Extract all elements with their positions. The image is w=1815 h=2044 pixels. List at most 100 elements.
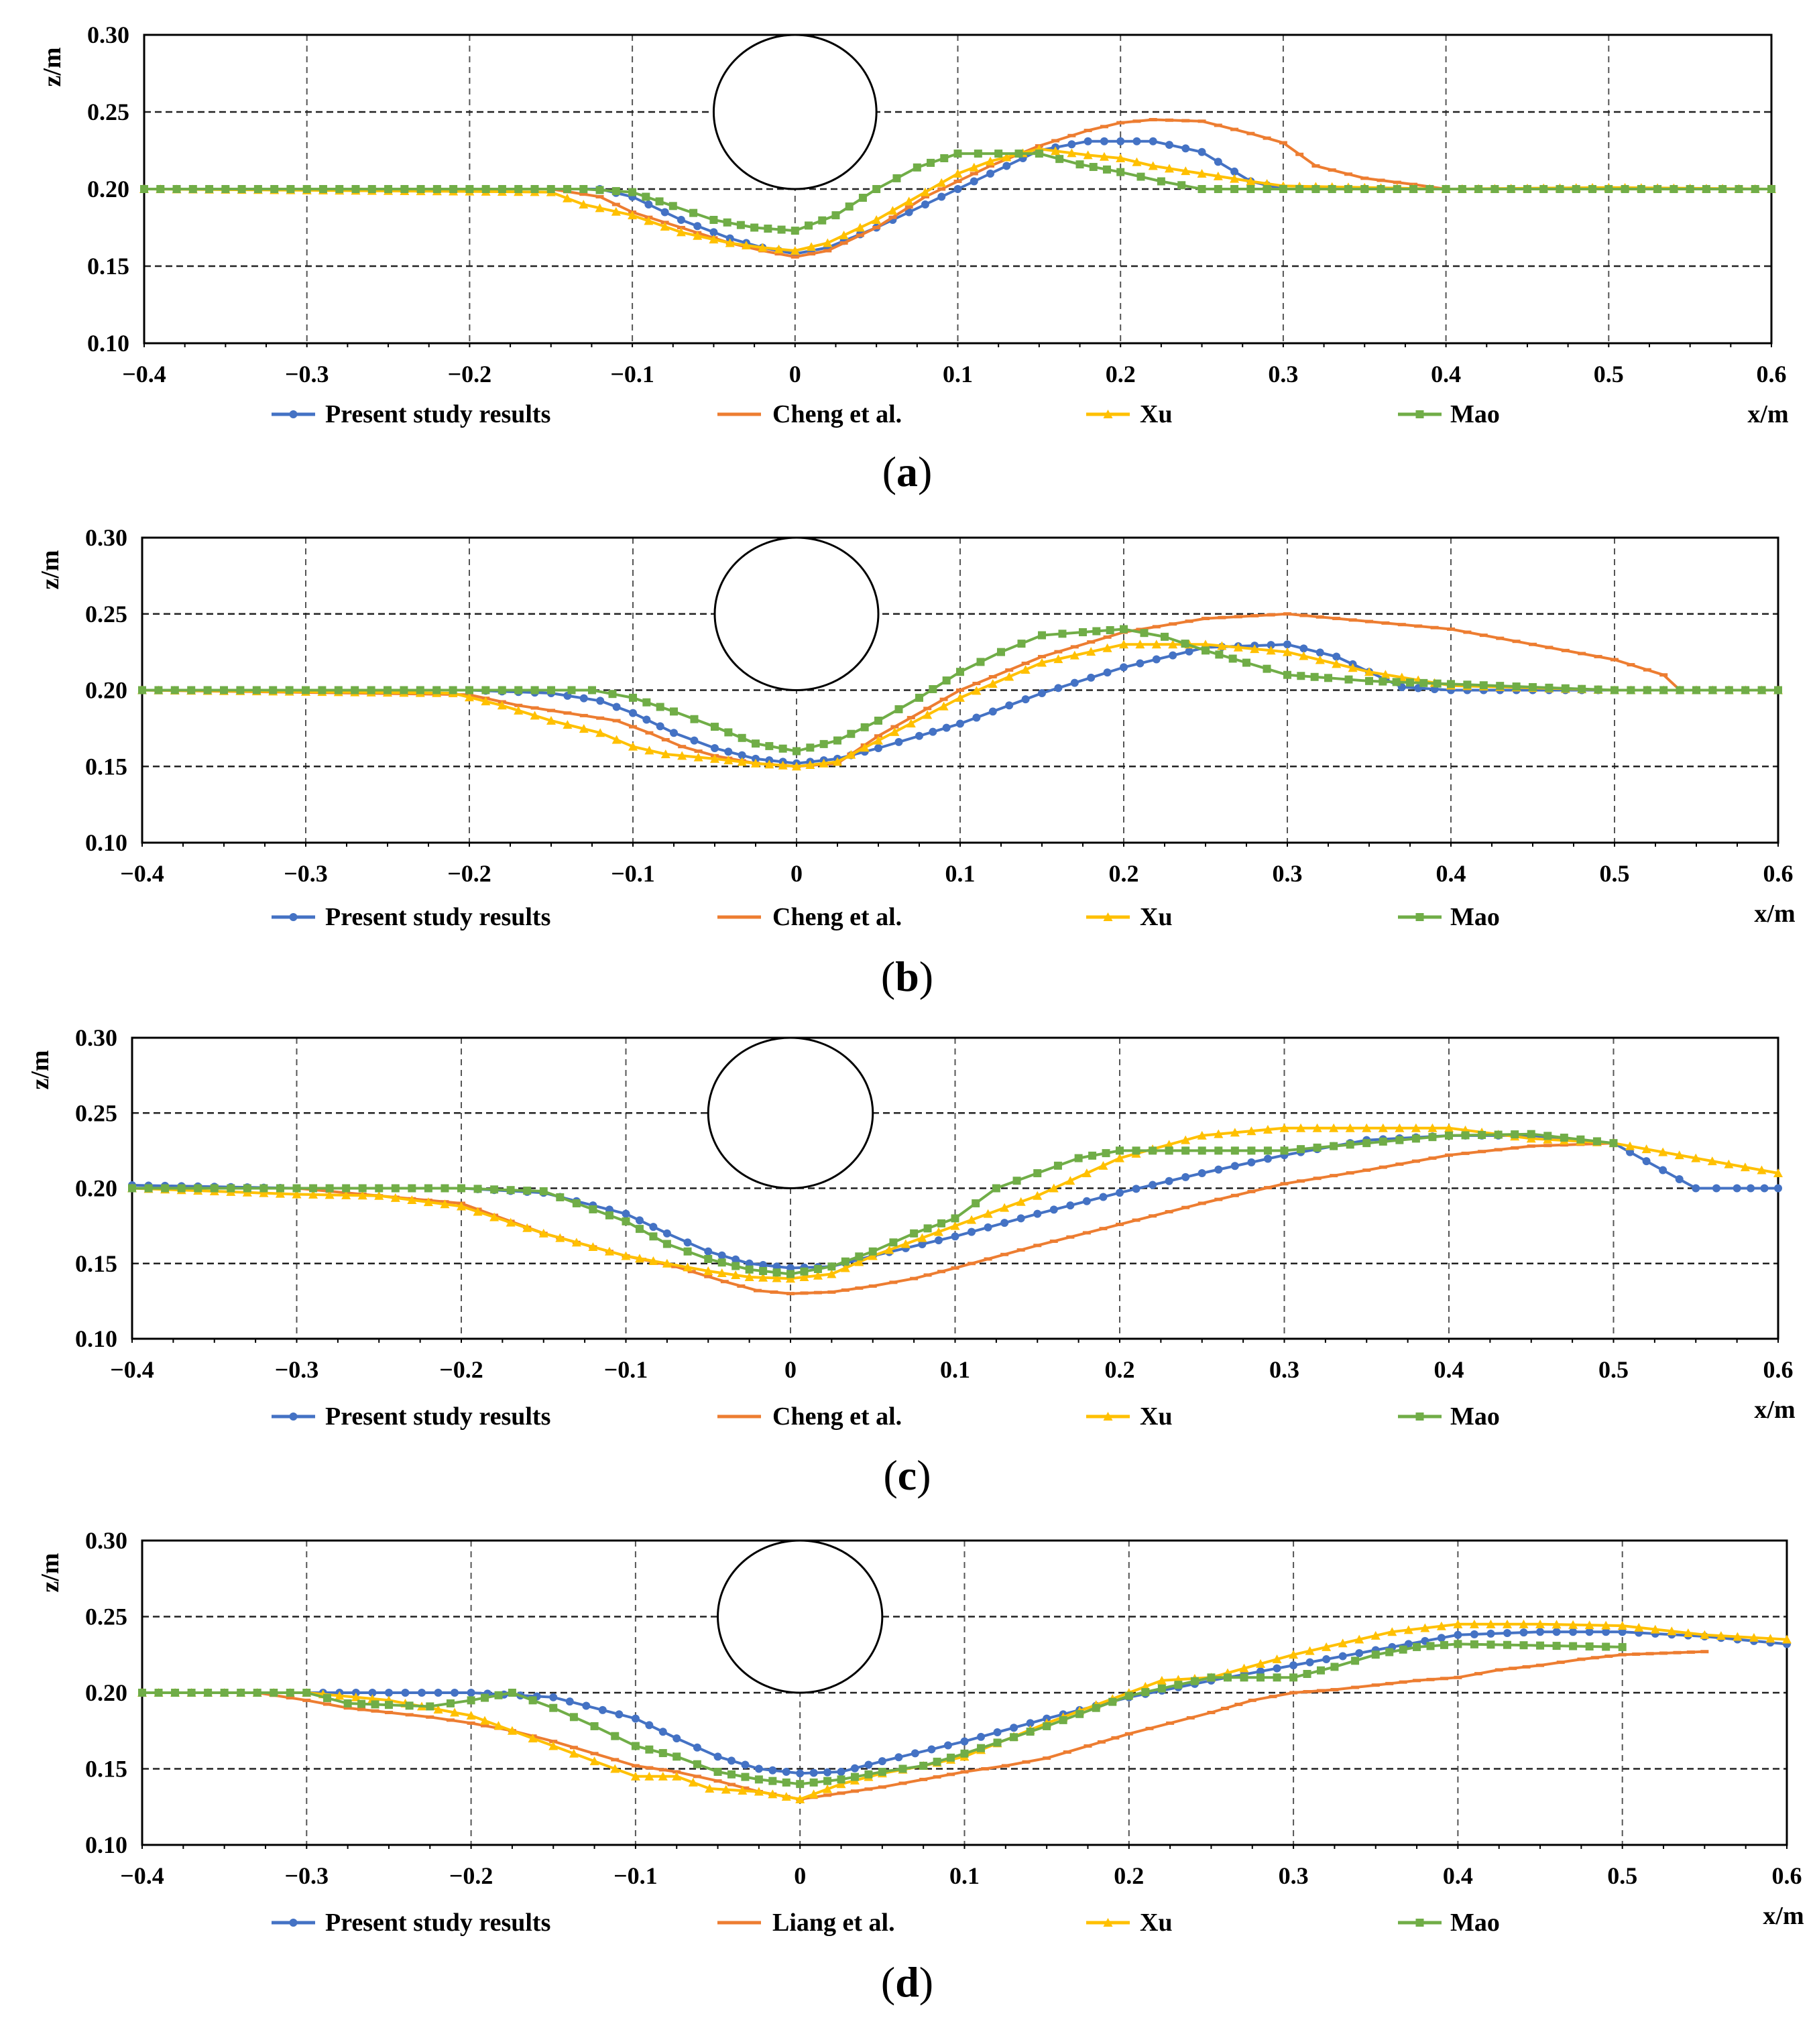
data-point <box>1330 1142 1338 1150</box>
x-tick-label: −0.2 <box>448 361 492 387</box>
data-point <box>187 686 196 695</box>
y-axis-label: z/m <box>36 1553 64 1592</box>
x-tick-label: 0.6 <box>1772 1862 1802 1889</box>
data-point <box>1100 137 1108 145</box>
data-point <box>547 686 555 695</box>
data-point <box>660 749 670 759</box>
y-tick-label: 0.15 <box>75 1250 117 1277</box>
data-point <box>1364 667 1374 676</box>
data-point <box>1315 648 1324 657</box>
data-point <box>1371 1650 1380 1659</box>
data-point <box>731 1255 740 1264</box>
x-tick-label: −0.2 <box>439 1356 483 1383</box>
data-point <box>1486 1619 1496 1628</box>
data-point <box>738 751 746 760</box>
data-point <box>635 1216 644 1225</box>
data-point <box>270 185 279 193</box>
data-point <box>833 757 842 766</box>
data-point <box>677 751 687 760</box>
data-point <box>1116 137 1125 145</box>
data-point <box>1000 1219 1009 1227</box>
data-point <box>357 1191 367 1200</box>
data-point <box>741 240 751 249</box>
data-point <box>1433 679 1442 688</box>
data-point <box>910 1229 919 1238</box>
series-mao <box>128 1130 1618 1278</box>
data-point <box>911 1749 919 1758</box>
data-point <box>793 747 801 756</box>
data-point <box>693 1743 701 1752</box>
data-point <box>888 206 898 215</box>
legend-item: Present study results <box>272 903 550 931</box>
data-point <box>929 684 937 693</box>
data-point <box>1403 1625 1413 1634</box>
data-point <box>433 1704 443 1714</box>
data-point <box>1103 410 1113 418</box>
chart-panel-b: 0.10 0.15 0.20 0.25 0.30 −0.4 −0.3 −0.2 −0.1 0 0.1… <box>36 524 1796 1000</box>
data-point <box>1283 670 1291 679</box>
pipe-circle <box>707 1036 874 1189</box>
data-point <box>1174 1681 1183 1689</box>
data-point <box>1067 140 1076 149</box>
x-tick-label: 0 <box>791 860 803 887</box>
data-point <box>768 1777 777 1785</box>
x-tick-label: −0.4 <box>120 1862 164 1889</box>
data-point <box>754 1775 763 1784</box>
x-tick-label: 0.3 <box>1279 1862 1309 1889</box>
data-point <box>894 705 903 713</box>
data-point <box>993 1728 1002 1737</box>
data-point <box>292 1189 302 1199</box>
data-point <box>1263 185 1271 193</box>
data-point <box>1440 1640 1448 1649</box>
data-point <box>1552 1628 1561 1636</box>
data-point <box>1239 1663 1249 1673</box>
data-point <box>1075 1709 1084 1718</box>
data-point <box>565 1697 574 1706</box>
data-point <box>1774 686 1782 695</box>
data-point <box>384 1689 393 1697</box>
data-point <box>1360 185 1369 193</box>
data-point <box>759 1266 768 1275</box>
data-point <box>1426 1642 1435 1650</box>
data-point <box>635 1225 644 1234</box>
data-point <box>831 211 840 220</box>
data-point <box>1453 1619 1463 1628</box>
data-point <box>432 185 441 193</box>
data-point <box>693 752 703 762</box>
data-point <box>172 185 181 193</box>
legend-item: Cheng et al. <box>717 903 902 931</box>
data-point <box>1181 166 1191 176</box>
data-point <box>1322 1642 1332 1651</box>
legend-item: Mao <box>1398 1909 1500 1937</box>
data-point <box>1161 632 1169 641</box>
data-point <box>823 1784 833 1793</box>
data-point <box>440 1199 450 1209</box>
data-point <box>1411 1134 1420 1143</box>
data-point <box>969 162 979 172</box>
data-point <box>318 185 327 193</box>
x-tick-label: −0.3 <box>275 1356 319 1383</box>
data-point <box>1332 652 1341 661</box>
data-point <box>786 1274 795 1283</box>
data-point <box>1214 1165 1223 1174</box>
data-point <box>1478 1131 1486 1140</box>
data-point <box>1328 185 1336 193</box>
data-point <box>302 185 311 193</box>
data-point <box>736 221 745 229</box>
data-point <box>1075 160 1084 169</box>
data-point <box>642 192 650 201</box>
data-point <box>1399 1645 1407 1654</box>
data-point <box>805 760 815 769</box>
data-point <box>1683 1628 1693 1638</box>
data-point <box>1053 1161 1062 1170</box>
x-tick-label: −0.4 <box>110 1356 154 1383</box>
data-point <box>1026 1728 1035 1736</box>
data-point <box>1502 1619 1512 1628</box>
data-point <box>1733 1184 1741 1193</box>
data-point <box>994 149 1003 158</box>
data-point <box>983 1209 993 1218</box>
data-point <box>1691 1153 1701 1162</box>
y-tick-label: 0.15 <box>85 1756 127 1783</box>
data-point <box>1536 1628 1545 1636</box>
data-point <box>1330 1663 1339 1671</box>
